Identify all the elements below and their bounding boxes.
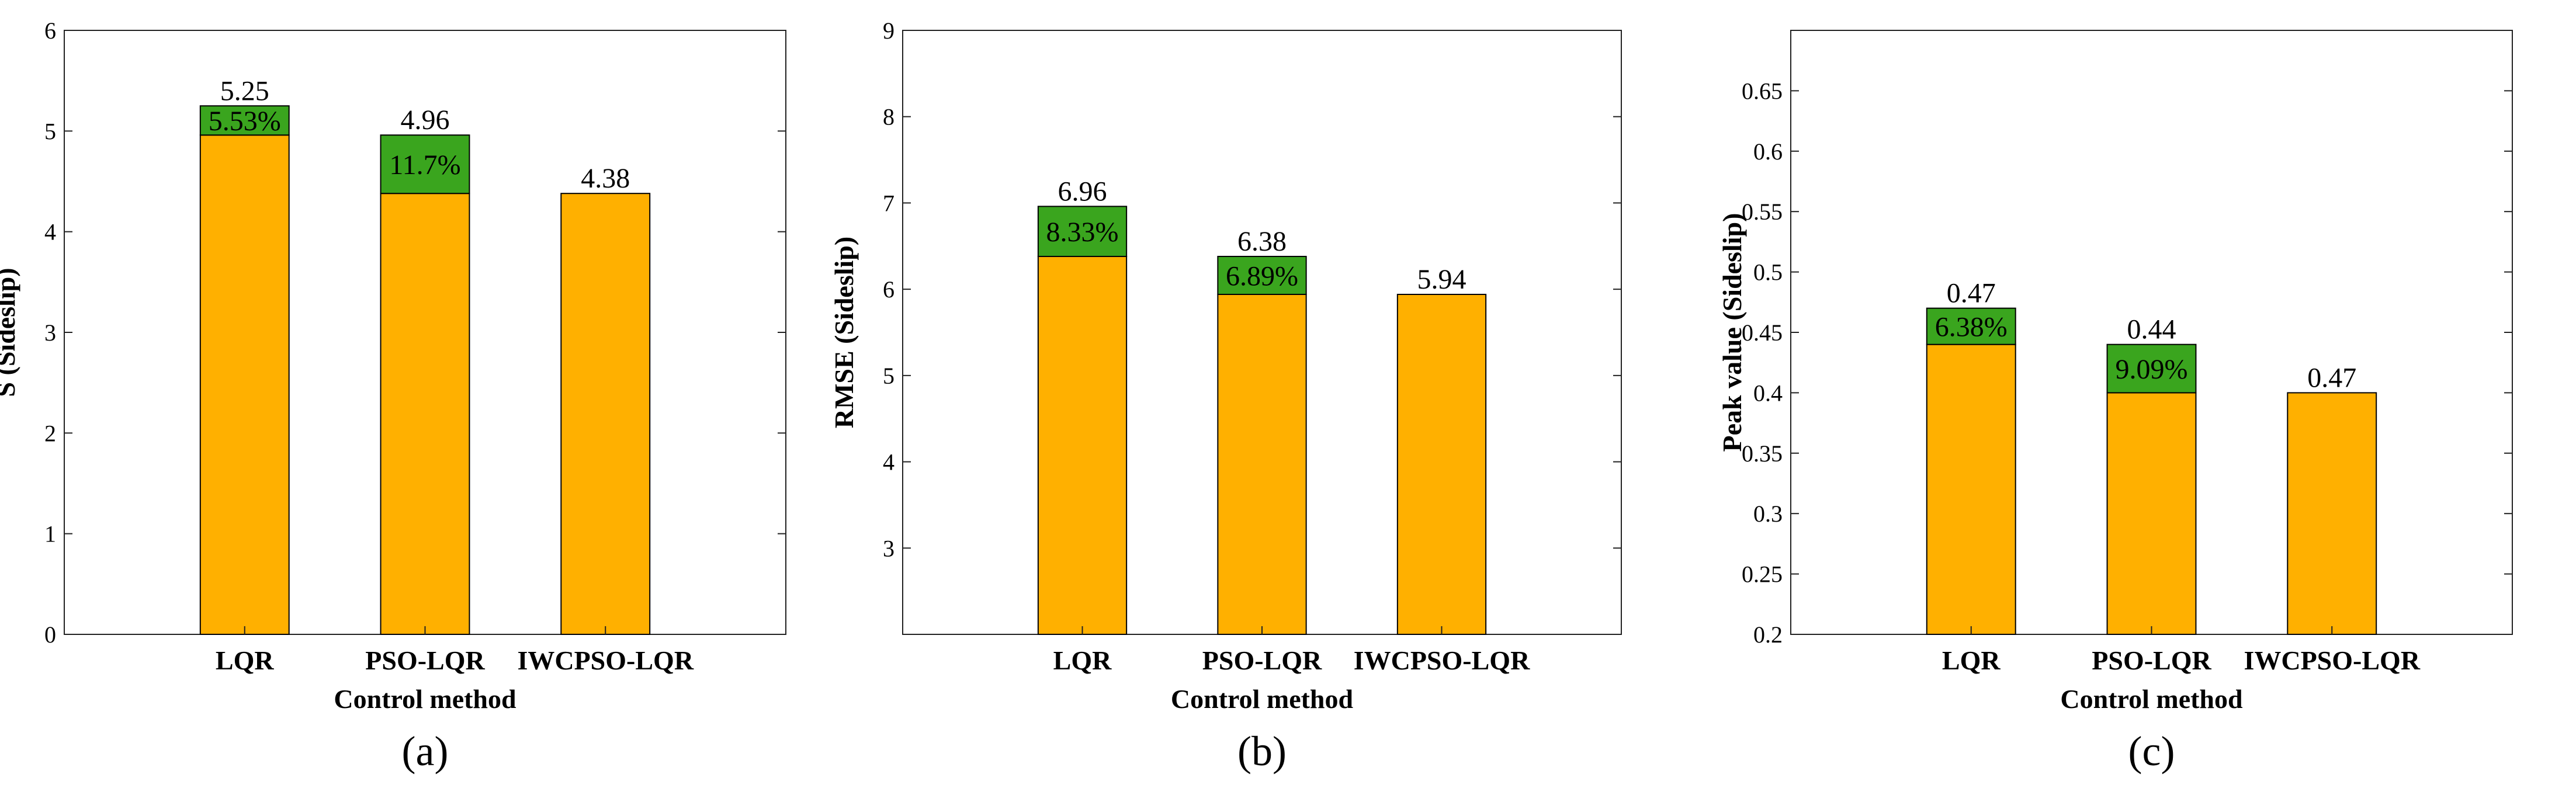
- value-label: 4.96: [401, 105, 450, 136]
- y-tick-label: 0: [44, 622, 56, 648]
- y-axis-title: S (Sideslip): [0, 268, 20, 397]
- y-tick-label: 6: [883, 276, 895, 303]
- bar-base: [1037, 256, 1128, 635]
- reduction-label: 5.53%: [209, 106, 281, 137]
- y-tick-label: 6: [44, 18, 56, 44]
- bar-reduction: [1926, 307, 2016, 345]
- bar-base: [1926, 343, 2016, 635]
- y-tick-label: 7: [883, 190, 895, 216]
- y-tick-label: 0.3: [1753, 501, 1783, 527]
- panel-c: 0.2 0.25 0.3 0.35 0.4 0.45 0.5 0.55 0.6 0.65 6.38%…: [1717, 30, 2513, 775]
- bar-base: [1217, 294, 1307, 635]
- y-tick-label: 0.65: [1742, 78, 1783, 104]
- y-tick-label: 0.35: [1742, 440, 1783, 467]
- y-tick-label: 5: [44, 118, 56, 144]
- x-tick-label: PSO-LQR: [1202, 645, 1322, 675]
- value-label: 5.25: [220, 75, 269, 106]
- reduction-label: 6.38%: [1935, 312, 2008, 343]
- value-label: 6.38: [1237, 226, 1287, 257]
- y-axis-title: Peak value (Sideslip): [1717, 213, 1747, 452]
- y-tick-label: 3: [883, 535, 895, 561]
- y-tick-label: 8: [883, 104, 895, 130]
- y-tick-label: 0.45: [1742, 320, 1783, 346]
- x-tick-label: PSO-LQR: [365, 645, 485, 675]
- bar-base: [1396, 294, 1487, 635]
- value-label: 0.47: [2307, 362, 2356, 393]
- bar-reduction: [199, 105, 290, 136]
- y-tick-label: 0.25: [1742, 561, 1783, 588]
- x-axis-title: Control method: [2060, 684, 2243, 714]
- y-tick-label: 2: [44, 420, 56, 446]
- x-tick-label: PSO-LQR: [2092, 645, 2211, 675]
- x-axis-title: Control method: [1171, 684, 1354, 714]
- y-tick-label: 3: [44, 320, 56, 346]
- bar-base: [2106, 392, 2197, 636]
- bar-reduction: [380, 134, 470, 195]
- bar-reduction: [1037, 206, 1128, 258]
- reduction-label: 8.33%: [1046, 217, 1119, 248]
- y-tick-label: 9: [883, 18, 895, 44]
- y-tick-label: 4: [883, 449, 895, 475]
- bar-base: [380, 193, 470, 635]
- value-label: 5.94: [1417, 264, 1466, 295]
- bar-base: [2287, 392, 2377, 636]
- x-tick-label: IWCPSO-LQR: [517, 645, 694, 675]
- bar-base: [199, 134, 290, 635]
- y-tick-label: 1: [44, 521, 56, 547]
- reduction-label: 6.89%: [1226, 261, 1298, 292]
- bar-reduction: [1217, 256, 1307, 296]
- y-tick-label: 0.6: [1753, 138, 1783, 165]
- x-tick-label: IWCPSO-LQR: [2244, 645, 2420, 675]
- y-tick-label: 4: [44, 219, 56, 245]
- panel-b: 3 4 5 6 7 8 9 8.33% 6.96 LQR 6.89% 6.38 PSO-LQR 5.94 I…: [829, 18, 1622, 775]
- panel-label: (c): [2128, 728, 2175, 775]
- reduction-label: 11.7%: [389, 150, 460, 180]
- value-label: 4.38: [581, 163, 630, 194]
- value-label: 0.47: [1947, 278, 1996, 309]
- reduction-label: 9.09%: [2116, 354, 2188, 385]
- y-axis-title: RMSE (Sideslip): [829, 237, 859, 428]
- bar-reduction: [2106, 343, 2197, 394]
- y-tick-label: 0.4: [1753, 380, 1783, 406]
- x-tick-label: LQR: [216, 645, 274, 675]
- y-tick-label: 0.2: [1753, 622, 1783, 648]
- bar-base: [560, 193, 651, 635]
- value-label: 0.44: [2127, 314, 2176, 345]
- x-tick-label: LQR: [1053, 645, 1112, 675]
- y-tick-label: 5: [883, 363, 895, 389]
- x-axis-title: Control method: [334, 684, 516, 714]
- panel-label: (b): [1237, 728, 1287, 775]
- panel-label: (a): [402, 728, 449, 775]
- x-tick-label: IWCPSO-LQR: [1354, 645, 1530, 675]
- y-tick-label: 0.5: [1753, 259, 1783, 286]
- value-label: 6.96: [1058, 176, 1107, 207]
- x-tick-label: LQR: [1942, 645, 2001, 675]
- y-tick-label: 0.55: [1742, 199, 1783, 225]
- panel-a: 0 1 2 3 4 5 6 5.53%5.25 LQR 11.7% 4.96 PSO-LQR 4.38 I…: [0, 18, 786, 775]
